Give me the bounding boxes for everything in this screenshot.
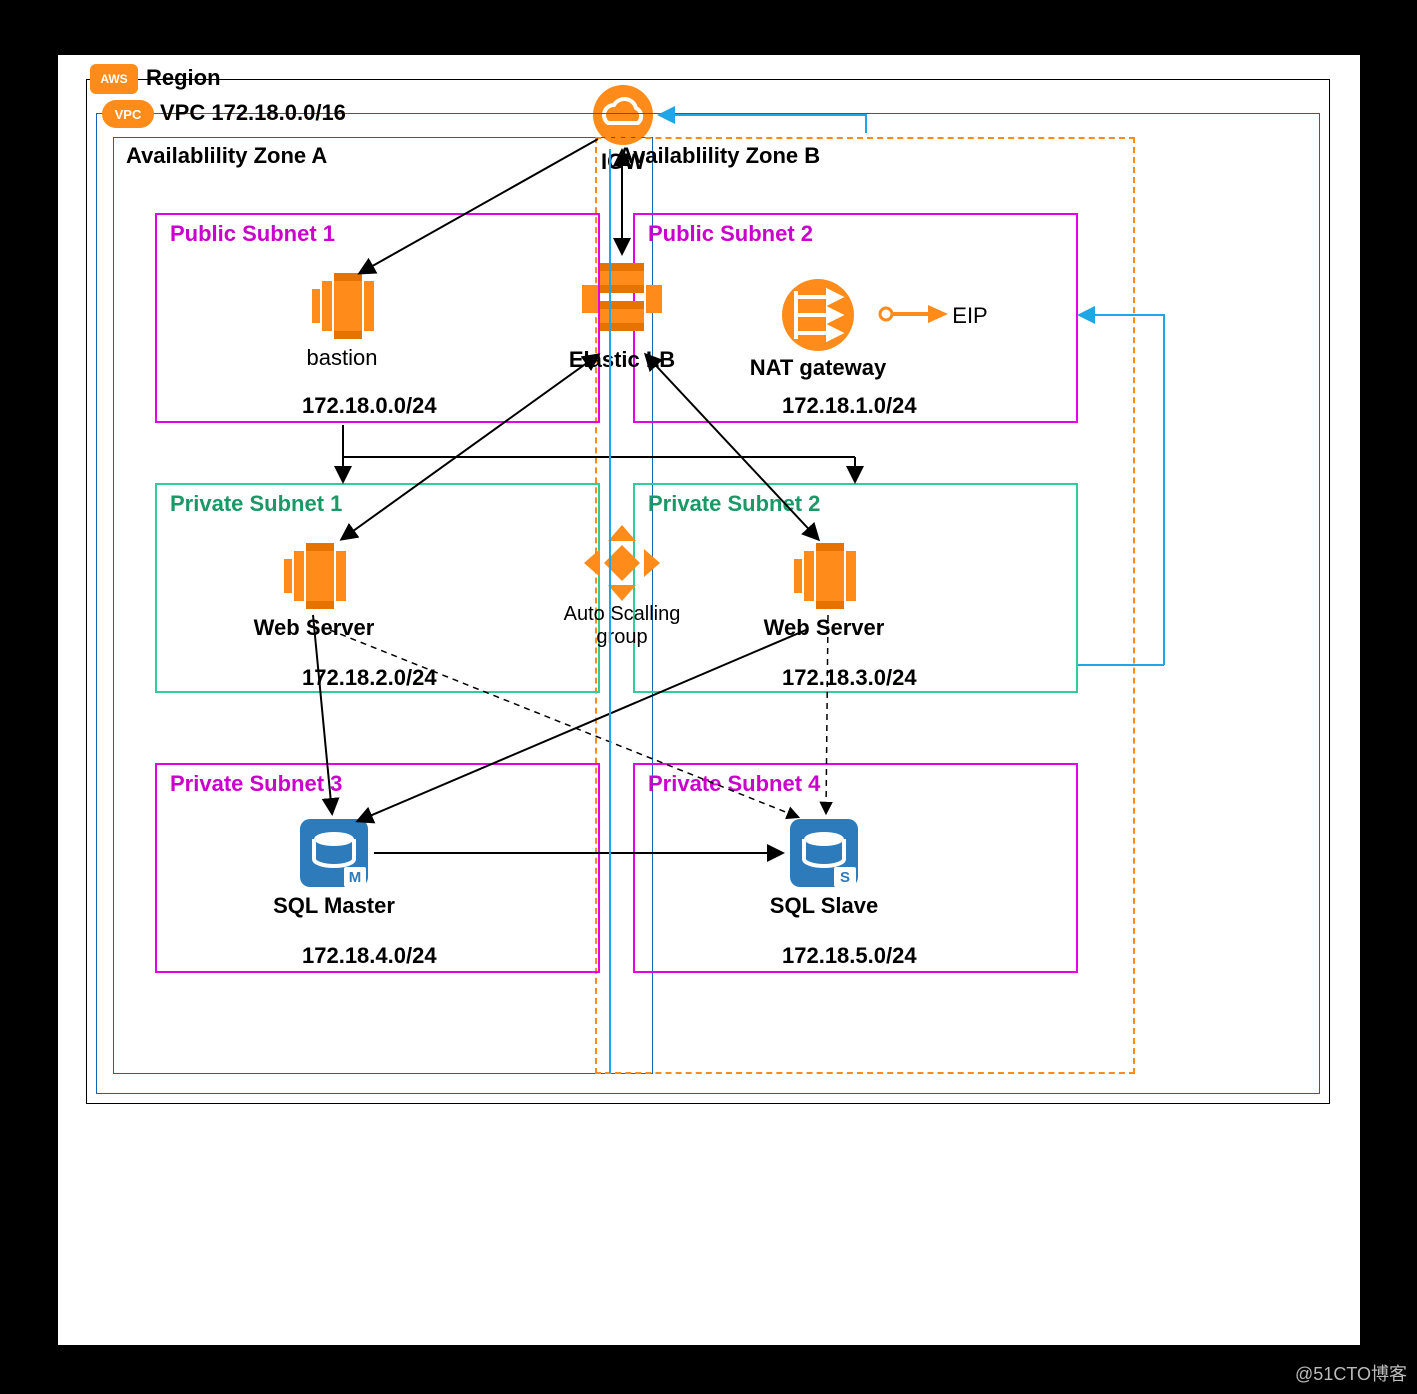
bastion-icon xyxy=(302,267,382,343)
eip-label: EIP xyxy=(952,303,987,329)
az-b-label: Availablility Zone B xyxy=(618,143,820,169)
watermark: @51CTO博客 xyxy=(1295,1360,1407,1386)
priv1-label: Private Subnet 1 xyxy=(170,491,342,517)
sqlm-label: SQL Master xyxy=(273,893,395,919)
elb-icon xyxy=(582,255,662,343)
eip-icon xyxy=(878,301,950,327)
nat-icon xyxy=(780,277,856,353)
nat-label: NAT gateway xyxy=(750,355,887,381)
pub1-label: Public Subnet 1 xyxy=(170,221,335,247)
asg-icon xyxy=(582,523,662,603)
priv2-cidr: 172.18.3.0/24 xyxy=(782,665,917,691)
svg-text:M: M xyxy=(349,869,362,886)
asg-label: Auto Scalling group xyxy=(552,603,692,649)
priv3-cidr: 172.18.4.0/24 xyxy=(302,943,437,969)
vpc-label: VPC 172.18.0.0/16 xyxy=(160,100,346,126)
diagram-canvas: IGW AWS Region VPC VPC 172.18.0.0/16 Ava… xyxy=(58,55,1360,1345)
priv4-cidr: 172.18.5.0/24 xyxy=(782,943,917,969)
ws1-icon xyxy=(274,537,354,613)
priv4-label: Private Subnet 4 xyxy=(648,771,820,797)
sqls-icon: S xyxy=(786,815,862,891)
region-label: Region xyxy=(146,65,221,91)
pub2-label: Public Subnet 2 xyxy=(648,221,813,247)
elb-label: Elastic LB xyxy=(569,347,675,373)
priv2-label: Private Subnet 2 xyxy=(648,491,820,517)
ws1-label: Web Server xyxy=(254,615,375,641)
pub1-cidr: 172.18.0.0/24 xyxy=(302,393,437,419)
vpc-badge: VPC xyxy=(102,100,154,128)
pub2-cidr: 172.18.1.0/24 xyxy=(782,393,917,419)
ws2-label: Web Server xyxy=(764,615,885,641)
bastion-label: bastion xyxy=(307,345,378,371)
az-a-label: Availablility Zone A xyxy=(126,143,327,169)
priv1-cidr: 172.18.2.0/24 xyxy=(302,665,437,691)
priv3-label: Private Subnet 3 xyxy=(170,771,342,797)
sqls-label: SQL Slave xyxy=(770,893,878,919)
ws2-icon xyxy=(784,537,864,613)
sqlm-icon: M xyxy=(296,815,372,891)
svg-text:S: S xyxy=(840,869,850,886)
aws-region-badge: AWS xyxy=(90,64,138,94)
